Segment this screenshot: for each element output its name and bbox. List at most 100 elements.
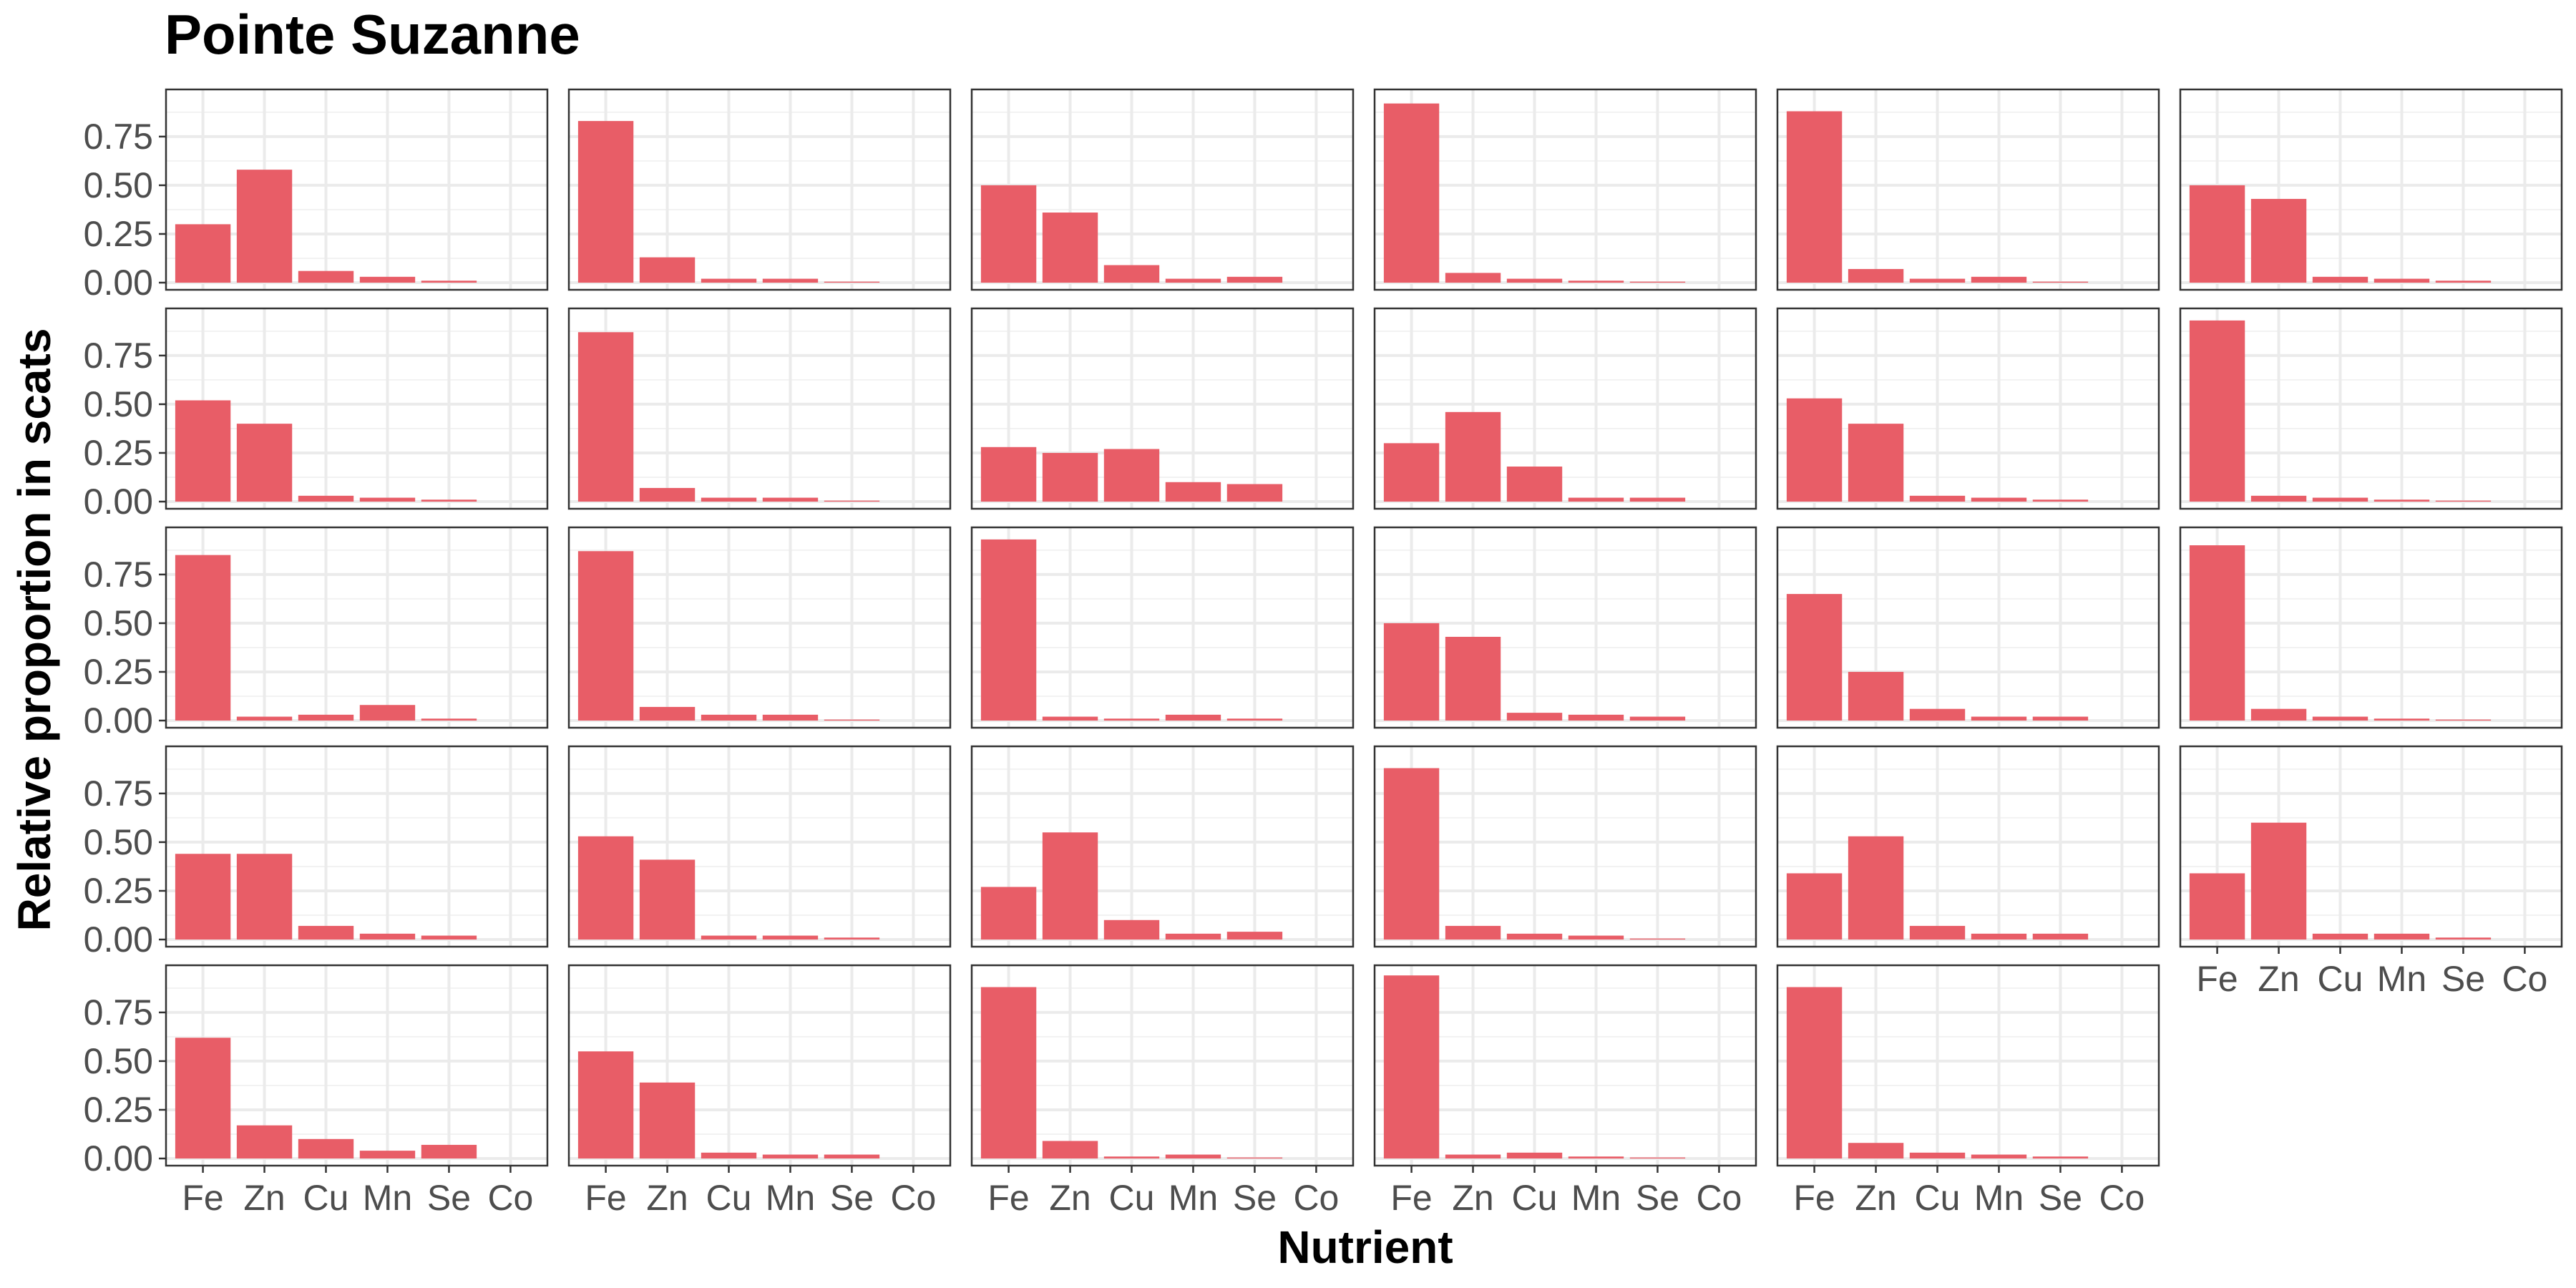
bar-cu <box>1506 1152 1563 1158</box>
x-tick-label: Co <box>1293 1178 1339 1218</box>
bar-cu <box>1909 1152 1966 1158</box>
x-tick-label: Fe <box>2196 959 2238 999</box>
bar-se <box>421 280 477 283</box>
bar-cu <box>298 270 354 283</box>
x-tick-label: Co <box>2502 959 2547 999</box>
bar-fe <box>1383 623 1440 721</box>
bar-zn <box>236 1125 293 1158</box>
x-tick-label: Mn <box>363 1178 412 1218</box>
bar-fe <box>175 854 231 940</box>
bar-cu <box>1909 278 1966 283</box>
bar-mn <box>1568 935 1624 940</box>
x-tick-label: Zn <box>1452 1178 1493 1218</box>
bar-cu <box>1909 708 1966 721</box>
bar-cu <box>298 925 354 940</box>
bar-mn <box>1568 280 1624 283</box>
bar-zn <box>1848 836 1904 940</box>
bar-se <box>1226 484 1283 502</box>
facet-panel <box>1776 745 2160 948</box>
bar-mn <box>762 278 819 283</box>
bar-mn <box>1971 1154 2027 1158</box>
y-tick-label: 0.75 <box>84 336 153 376</box>
y-tick-label: 0.25 <box>84 652 153 692</box>
panel-border <box>165 745 549 948</box>
facet-panel: Fe Zn Cu Mn Se Co <box>1776 964 2160 1218</box>
bar-zn <box>2250 708 2307 721</box>
y-tick-label: 0.25 <box>84 1090 153 1130</box>
bar-fe <box>577 332 634 502</box>
bar-mn <box>359 933 416 940</box>
bar-fe <box>577 1051 634 1158</box>
bar-fe <box>1786 111 1843 283</box>
bar-se <box>824 719 880 721</box>
bar-se <box>2435 937 2492 940</box>
panel-border <box>567 526 952 729</box>
bar-cu <box>298 714 354 721</box>
bar-se <box>1629 938 1686 940</box>
bar-fe <box>1786 594 1843 721</box>
bar-se <box>1226 932 1283 940</box>
bar-mn <box>2373 933 2430 940</box>
bar-fe <box>1383 443 1440 502</box>
facet-panel <box>2179 307 2563 510</box>
bar-se <box>2032 933 2089 940</box>
bar-zn <box>639 706 696 721</box>
x-tick-label: Se <box>427 1178 471 1218</box>
facet-panel: Fe Zn Cu Mn Se Co <box>1373 964 1757 1218</box>
bar-zn <box>639 487 696 502</box>
bar-cu <box>701 278 757 283</box>
panel-border <box>567 964 952 1167</box>
x-tick-label: Co <box>1696 1178 1742 1218</box>
facet-panel <box>2179 88 2563 291</box>
x-tick-label: Fe <box>585 1178 626 1218</box>
bar-cu <box>1103 265 1160 283</box>
bar-cu <box>1909 495 1966 502</box>
bar-mn <box>359 1151 416 1158</box>
x-tick-label: Mn <box>2377 959 2426 999</box>
bar-cu <box>1103 1156 1160 1158</box>
bar-cu <box>1909 925 1966 940</box>
bar-se <box>1226 718 1283 721</box>
facet-panel: 0.00 0.25 0.50 0.75 Fe Zn Cu Mn Se Co <box>84 964 549 1218</box>
bar-zn <box>639 1082 696 1158</box>
bar-se <box>421 1144 477 1158</box>
bar-cu <box>2312 276 2368 283</box>
bar-cu <box>2312 497 2368 502</box>
bar-mn <box>762 497 819 502</box>
bar-zn <box>2250 495 2307 502</box>
bar-zn <box>1445 636 1501 721</box>
bar-fe <box>2189 873 2245 940</box>
x-tick-label: Se <box>1636 1178 1679 1218</box>
facet-panel: Fe Zn Cu Mn Se Co <box>567 964 952 1218</box>
y-tick-label: 0.00 <box>84 919 153 960</box>
bar-zn <box>1042 452 1098 502</box>
panel-border <box>567 307 952 510</box>
x-tick-label: Mn <box>1169 1178 1218 1218</box>
bar-fe <box>1383 768 1440 940</box>
bar-fe <box>980 447 1037 502</box>
x-tick-label: Fe <box>1793 1178 1835 1218</box>
bar-zn <box>1848 1143 1904 1158</box>
bar-se <box>824 500 880 502</box>
bar-zn <box>1445 273 1501 283</box>
panel-border <box>165 307 549 510</box>
panel-border <box>1373 526 1757 729</box>
panel-border <box>1373 745 1757 948</box>
y-tick-label: 0.00 <box>84 482 153 522</box>
y-tick-label: 0.25 <box>84 214 153 254</box>
bar-fe <box>1383 103 1440 283</box>
bar-mn <box>762 714 819 721</box>
y-tick-label: 0.50 <box>84 603 153 643</box>
panel-border <box>970 745 1355 948</box>
bar-cu <box>1506 278 1563 283</box>
panel-border <box>1776 88 2160 291</box>
bar-mn <box>359 276 416 283</box>
x-tick-label: Se <box>830 1178 874 1218</box>
facet-panel <box>970 745 1355 948</box>
bar-se <box>421 935 477 940</box>
bar-zn <box>1042 716 1098 721</box>
x-tick-label: Cu <box>303 1178 349 1218</box>
bar-mn <box>1568 1156 1624 1158</box>
bar-zn <box>236 716 293 721</box>
x-axis-title: Nutrient <box>1277 1221 1453 1273</box>
